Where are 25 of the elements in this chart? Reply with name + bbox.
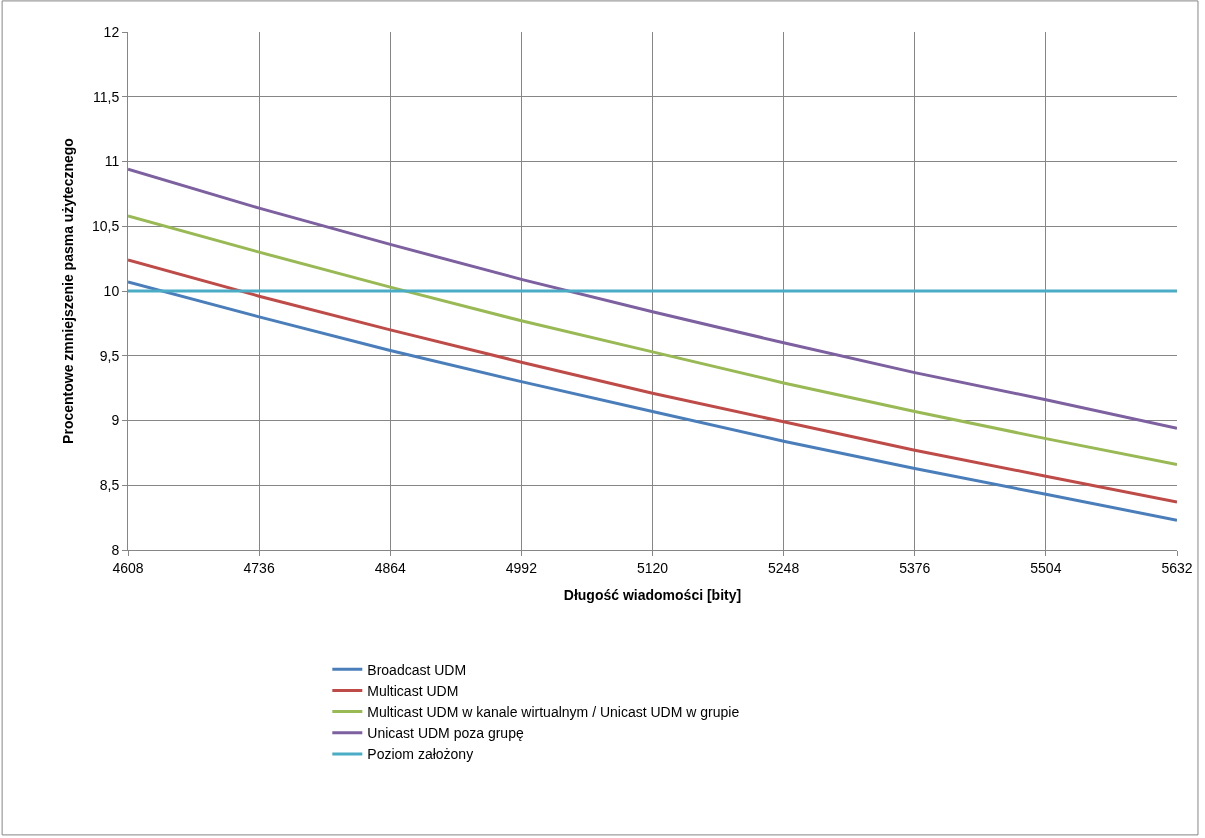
y-axis-title: Procentowe zmniejszenie pasma użytecznego bbox=[59, 138, 76, 444]
y-tick-label: 8 bbox=[111, 541, 120, 558]
legend-label: Multicast UDM w kanale wirtualnym / Unicast UDM w grupie bbox=[367, 704, 740, 721]
x-axis-title: Długość wiadomości [bity] bbox=[563, 587, 742, 604]
x-tick-label: 4992 bbox=[505, 559, 538, 576]
x-tick-label: 5376 bbox=[899, 559, 931, 576]
y-tick-label: 10 bbox=[103, 282, 120, 299]
x-tick-label: 4608 bbox=[112, 559, 144, 576]
y-tick-label: 8,5 bbox=[99, 477, 120, 494]
legend-label: Poziom założony bbox=[367, 746, 474, 763]
legend-label: Multicast UDM bbox=[367, 682, 459, 699]
x-tick-label: 5632 bbox=[1161, 559, 1193, 576]
x-tick-label: 4864 bbox=[374, 559, 407, 576]
x-tick-label: 4736 bbox=[243, 559, 275, 576]
x-tick-label: 5504 bbox=[1030, 559, 1062, 576]
legend-label: Unicast UDM poza grupę bbox=[367, 725, 524, 742]
y-tick-label: 11,5 bbox=[92, 88, 120, 105]
y-tick-label: 10,5 bbox=[91, 218, 120, 235]
y-tick-label: 11 bbox=[104, 153, 120, 170]
x-tick-label: 5248 bbox=[768, 559, 800, 576]
legend-label: Broadcast UDM bbox=[367, 661, 467, 678]
y-tick-label: 9 bbox=[111, 412, 120, 429]
x-tick-label: 5120 bbox=[636, 559, 669, 576]
y-tick-label: 9,5 bbox=[99, 347, 120, 364]
y-tick-label: 12 bbox=[103, 23, 120, 40]
